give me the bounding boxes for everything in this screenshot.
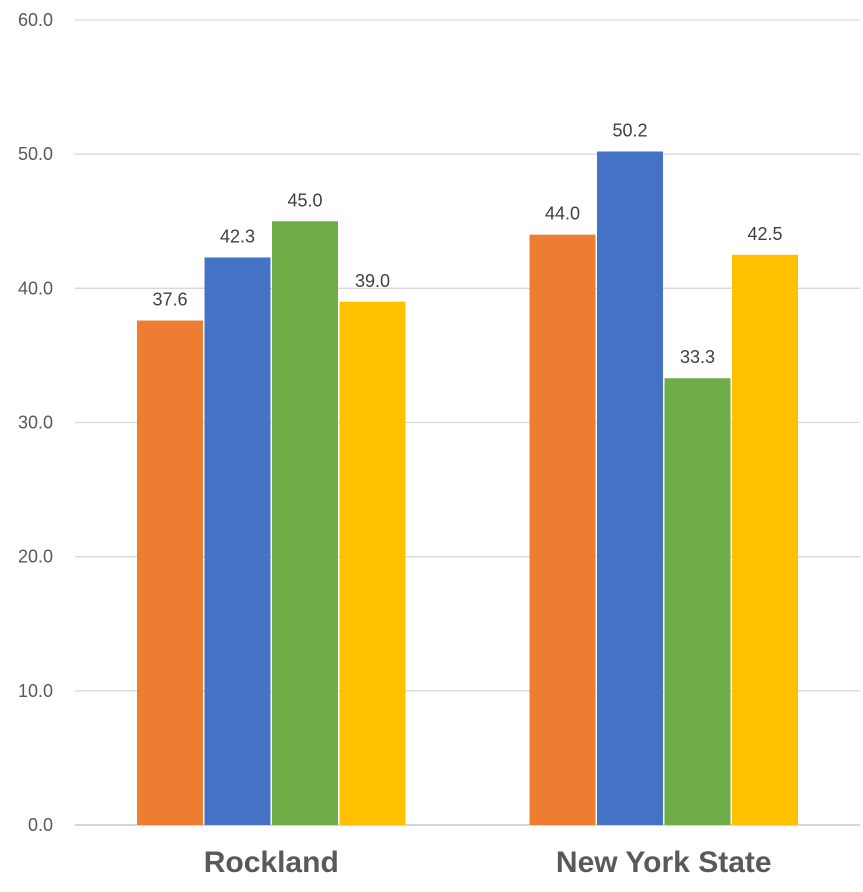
category-label: New York State bbox=[556, 846, 772, 879]
data-label-0-3: 39.0 bbox=[355, 271, 390, 291]
bar-1-0 bbox=[529, 234, 596, 825]
data-label-0-2: 45.0 bbox=[287, 190, 322, 210]
data-label-1-0: 44.0 bbox=[545, 204, 580, 224]
y-tick-label: 40.0 bbox=[18, 278, 53, 298]
y-tick-label: 0.0 bbox=[28, 815, 53, 835]
data-label-1-2: 33.3 bbox=[680, 347, 715, 367]
y-tick-label: 20.0 bbox=[18, 547, 53, 567]
bar-0-3 bbox=[339, 301, 406, 825]
bars bbox=[137, 151, 798, 826]
data-label-1-1: 50.2 bbox=[612, 120, 647, 140]
data-label-0-1: 42.3 bbox=[220, 226, 255, 246]
bar-0-2 bbox=[272, 221, 338, 825]
y-tick-label: 30.0 bbox=[18, 413, 53, 433]
y-axis-tick-labels: 0.0 10.0 20.0 30.0 40.0 50.0 60.0 bbox=[18, 10, 53, 835]
data-labels: 37.6 42.3 45.0 39.0 44.0 50.2 33.3 42.5 bbox=[152, 120, 782, 367]
bar-1-2 bbox=[664, 378, 731, 825]
bar-1-1 bbox=[597, 151, 663, 825]
y-tick-label: 50.0 bbox=[18, 144, 53, 164]
category-label: Rockland bbox=[204, 846, 339, 879]
bar-1-3 bbox=[732, 254, 798, 825]
bar-0-1 bbox=[204, 257, 271, 826]
y-tick-label: 60.0 bbox=[18, 10, 53, 30]
bar-0-0 bbox=[137, 320, 203, 825]
y-tick-label: 10.0 bbox=[18, 681, 53, 701]
category-labels: Rockland New York State bbox=[204, 846, 772, 879]
data-label-0-0: 37.6 bbox=[152, 290, 187, 310]
data-label-1-3: 42.5 bbox=[747, 224, 782, 244]
